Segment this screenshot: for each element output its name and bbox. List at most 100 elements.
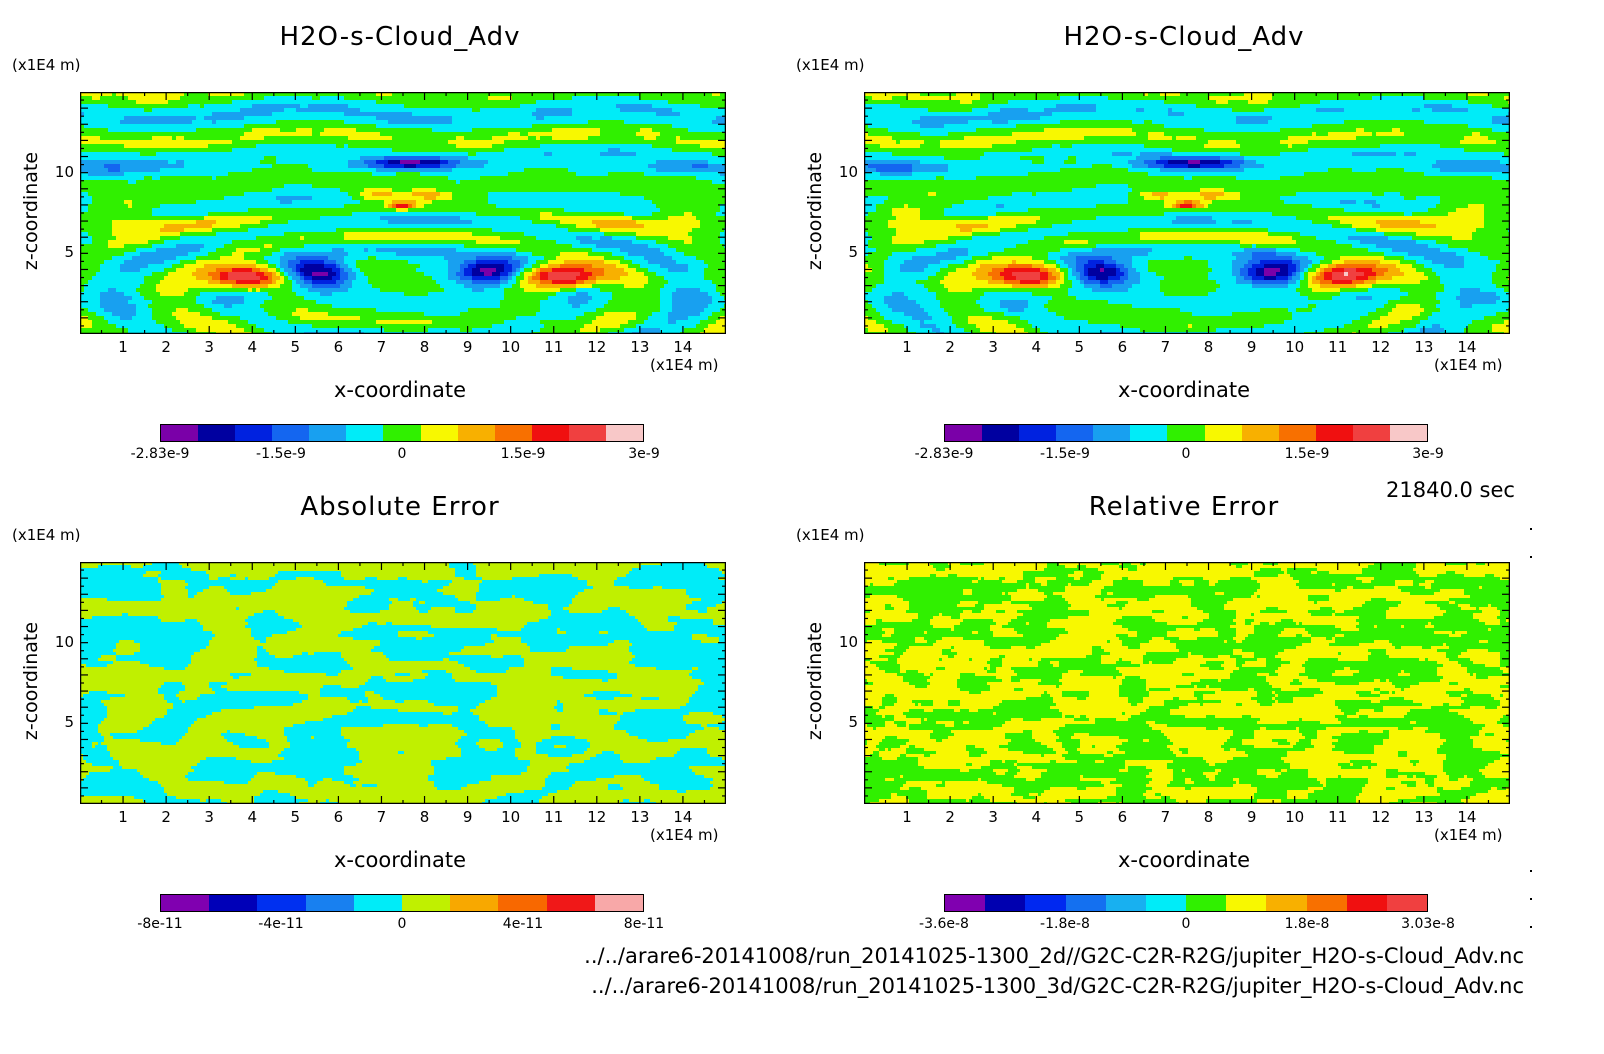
heatmap-cell	[448, 164, 453, 169]
heatmap-cell	[576, 204, 581, 209]
heatmap-cell	[312, 168, 317, 173]
heatmap-cell	[124, 140, 129, 145]
heatmap-cell	[472, 168, 477, 173]
heatmap-cell	[408, 148, 413, 153]
heatmap-cell	[492, 136, 497, 141]
heatmap-cell	[300, 116, 305, 121]
heatmap-cell	[256, 156, 261, 161]
heatmap-cell	[360, 192, 365, 197]
heatmap-cell	[308, 104, 313, 109]
heatmap-cell	[168, 160, 173, 165]
heatmap-cell	[480, 104, 485, 109]
heatmap-cell	[508, 204, 513, 209]
heatmap-cell	[580, 156, 585, 161]
heatmap-cell	[688, 168, 693, 173]
heatmap-cell	[528, 196, 533, 201]
heatmap-cell	[624, 120, 629, 125]
heatmap-cell	[376, 168, 381, 173]
heatmap-cell	[456, 120, 461, 125]
heatmap-cell	[660, 108, 665, 113]
heatmap-cell	[168, 116, 173, 121]
heatmap-cell	[292, 116, 297, 121]
heatmap-cell	[504, 108, 509, 113]
heatmap-cell	[664, 188, 669, 193]
heatmap-cell	[136, 208, 141, 213]
heatmap-cell	[96, 184, 101, 189]
heatmap-cell	[456, 208, 461, 213]
heatmap-cell	[672, 112, 677, 117]
heatmap-cell	[116, 180, 121, 185]
heatmap-cell	[464, 96, 469, 101]
heatmap-cell	[172, 204, 177, 209]
heatmap-cell	[232, 160, 237, 165]
heatmap-cell	[540, 180, 545, 185]
heatmap-cell	[340, 156, 345, 161]
heatmap-cell	[412, 156, 417, 161]
heatmap-cell	[464, 136, 469, 141]
heatmap-cell	[392, 96, 397, 101]
heatmap-cell	[264, 156, 269, 161]
heatmap-cell	[112, 108, 117, 113]
heatmap-cell	[432, 160, 437, 165]
heatmap-cell	[528, 164, 533, 169]
heatmap-cell	[608, 108, 613, 113]
heatmap-cell	[412, 148, 417, 153]
heatmap-cell	[224, 136, 229, 141]
heatmap-cell	[572, 136, 577, 141]
heatmap-cell	[432, 172, 437, 177]
heatmap-cell	[116, 212, 121, 217]
heatmap-cell	[576, 172, 581, 177]
heatmap-cell	[164, 180, 169, 185]
heatmap-cell	[656, 96, 661, 101]
heatmap-cell	[716, 176, 721, 181]
heatmap-cell	[524, 168, 529, 173]
heatmap-cell	[448, 212, 453, 217]
heatmap-cell	[496, 184, 501, 189]
heatmap-cell	[680, 132, 685, 137]
heatmap-cell	[704, 160, 709, 165]
heatmap-cell	[712, 184, 717, 189]
heatmap-cell	[288, 116, 293, 121]
heatmap-cell	[692, 132, 697, 137]
heatmap-cell	[272, 204, 277, 209]
heatmap-cell	[432, 132, 437, 137]
heatmap-cell	[364, 140, 369, 145]
heatmap-cell	[324, 148, 329, 153]
heatmap-cell	[88, 96, 93, 101]
heatmap-cell	[228, 132, 233, 137]
heatmap-cell	[176, 124, 181, 129]
heatmap-cell	[224, 144, 229, 149]
heatmap-cell	[572, 164, 577, 169]
heatmap-cell	[316, 120, 321, 125]
heatmap-cell	[448, 104, 453, 109]
heatmap-cell	[648, 200, 653, 205]
heatmap-cell	[284, 92, 289, 97]
heatmap-cell	[260, 152, 265, 157]
heatmap-cell	[360, 164, 365, 169]
heatmap-cell	[292, 152, 297, 157]
heatmap-cell	[128, 120, 133, 125]
heatmap-cell	[372, 164, 377, 169]
heatmap-cell	[568, 156, 573, 161]
heatmap-cell	[628, 104, 633, 109]
heatmap-cell	[184, 180, 189, 185]
heatmap-cell	[696, 200, 701, 205]
heatmap-cell	[132, 124, 137, 129]
heatmap-cell	[688, 188, 693, 193]
heatmap-cell	[616, 96, 621, 101]
heatmap-cell	[572, 180, 577, 185]
heatmap-cell	[184, 120, 189, 125]
heatmap-cell	[268, 116, 273, 121]
heatmap-cell	[672, 192, 677, 197]
heatmap-cell	[224, 172, 229, 177]
heatmap-cell	[532, 160, 537, 165]
heatmap-cell	[224, 180, 229, 185]
heatmap-cell	[412, 104, 417, 109]
heatmap-cell	[668, 156, 673, 161]
heatmap-cell	[200, 104, 205, 109]
heatmap-cell	[552, 192, 557, 197]
heatmap-cell	[272, 124, 277, 129]
heatmap-cell	[112, 184, 117, 189]
heatmap-cell	[480, 208, 485, 213]
heatmap-cell	[184, 208, 189, 213]
